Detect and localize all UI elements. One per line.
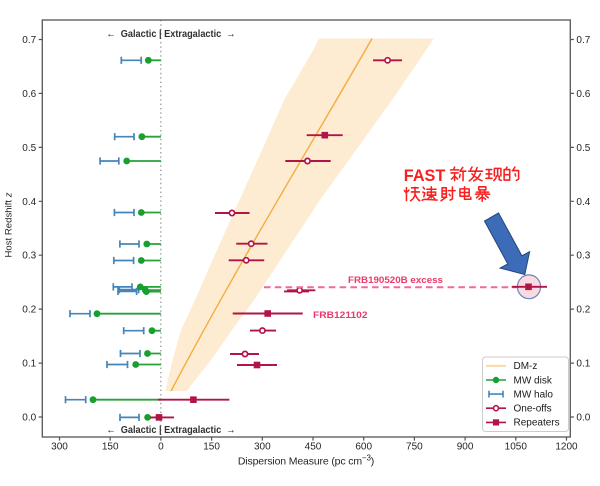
svg-text:1050: 1050: [505, 442, 528, 453]
svg-text:0: 0: [158, 442, 164, 453]
svg-text:FRB121102: FRB121102: [313, 310, 368, 321]
svg-text:0.5: 0.5: [576, 143, 590, 154]
svg-text:750: 750: [406, 442, 423, 453]
svg-text:0.3: 0.3: [22, 251, 36, 262]
svg-text:450: 450: [305, 442, 322, 453]
svg-text:150: 150: [102, 442, 119, 453]
svg-text:← Galactic | Extragalactic →: ← Galactic | Extragalactic →: [107, 424, 236, 436]
svg-text:0.2: 0.2: [22, 305, 36, 316]
svg-text:1200: 1200: [555, 442, 578, 453]
svg-text:0.6: 0.6: [576, 89, 590, 100]
svg-text:0.0: 0.0: [576, 413, 590, 424]
svg-text:150: 150: [203, 442, 220, 453]
svg-text:FRB190520B excess: FRB190520B excess: [348, 275, 443, 286]
svg-text:0.0: 0.0: [22, 413, 36, 424]
svg-text:0.4: 0.4: [576, 197, 590, 208]
svg-text:0.7: 0.7: [576, 35, 590, 46]
svg-text:0.5: 0.5: [22, 143, 36, 154]
svg-text:900: 900: [457, 442, 474, 453]
svg-text:0.2: 0.2: [576, 305, 590, 316]
svg-text:300: 300: [254, 442, 271, 453]
svg-text:FAST: FAST: [404, 167, 446, 185]
svg-text:0.6: 0.6: [22, 89, 36, 100]
svg-text:Dispersion Measure (pc cm−3): Dispersion Measure (pc cm−3): [238, 454, 374, 468]
svg-text:0.1: 0.1: [576, 359, 590, 370]
svg-text:300: 300: [51, 442, 68, 453]
svg-text:600: 600: [355, 442, 372, 453]
svg-text:0.7: 0.7: [22, 35, 36, 46]
svg-text:← Galactic | Extragalactic →: ← Galactic | Extragalactic →: [107, 28, 236, 40]
svg-text:MW disk: MW disk: [514, 375, 553, 386]
svg-text:DM-z: DM-z: [514, 361, 538, 372]
svg-text:0.4: 0.4: [22, 197, 36, 208]
svg-text:Host Redshift z: Host Redshift z: [4, 192, 15, 257]
svg-text:One-offs: One-offs: [514, 404, 552, 415]
svg-text:Repeaters: Repeaters: [514, 418, 560, 429]
svg-text:0.3: 0.3: [576, 251, 590, 262]
svg-text:0.1: 0.1: [22, 359, 36, 370]
svg-text:MW halo: MW halo: [514, 389, 554, 400]
